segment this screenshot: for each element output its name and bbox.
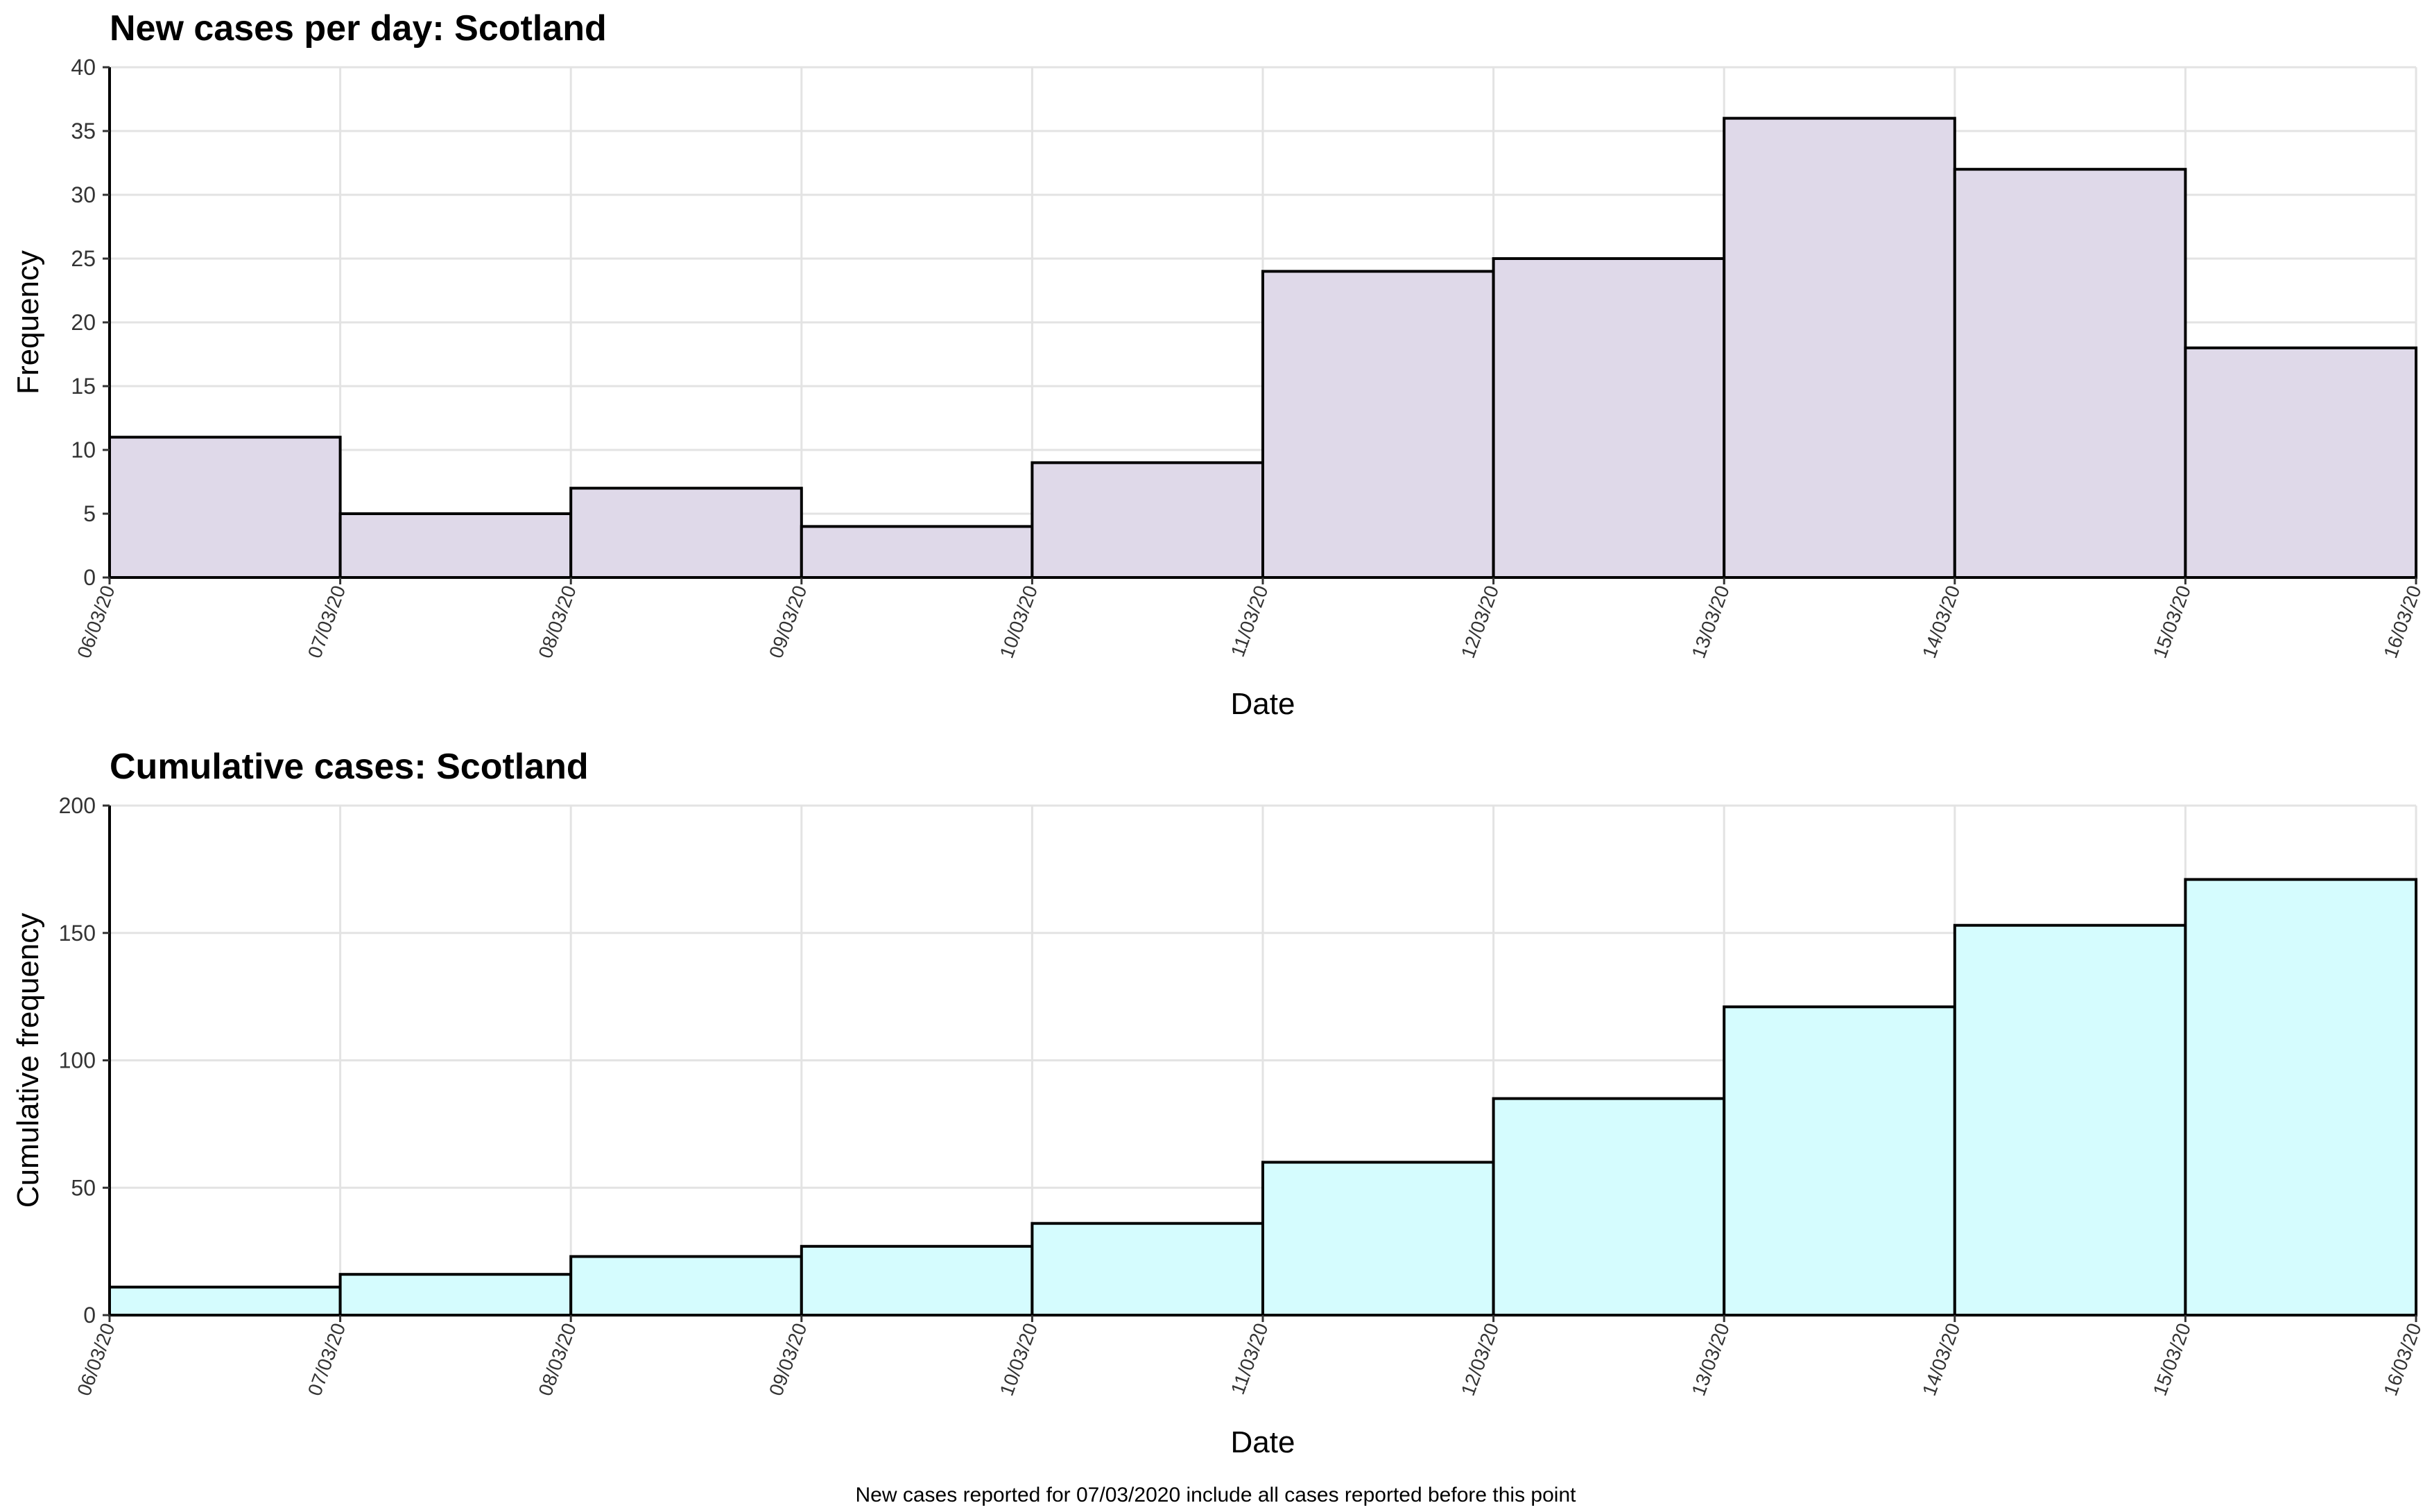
x-tick-label: 16/03/20 [2379, 582, 2425, 661]
y-tick-label: 30 [71, 182, 96, 207]
y-tick-label: 100 [59, 1048, 96, 1073]
x-tick-label: 08/03/20 [534, 582, 580, 661]
x-tick-label: 12/03/20 [1457, 582, 1503, 661]
y-tick-label: 0 [83, 1303, 96, 1328]
x-tick-label: 06/03/20 [73, 582, 119, 661]
y-tick-label: 5 [83, 501, 96, 526]
x-tick-label: 11/03/20 [1227, 1320, 1273, 1397]
bar-10-03-20 [1030, 1222, 1265, 1317]
y-ticks: 0 50 100 150 200 [59, 793, 110, 1328]
x-tick-label: 10/03/20 [996, 582, 1042, 661]
bar-09-03-20 [800, 1244, 1034, 1317]
bars [108, 878, 2417, 1317]
bar-08-03-20 [569, 487, 803, 580]
bar-14-03-20 [1953, 168, 2187, 579]
chart-title: New cases per day: Scotland [110, 8, 607, 49]
x-axis-label: Date [1231, 687, 1295, 721]
bar-12-03-20 [1492, 257, 1726, 579]
bar-13-03-20 [1723, 116, 1956, 580]
y-tick-label: 0 [83, 565, 96, 590]
x-tick-label: 15/03/20 [2149, 1320, 2195, 1398]
x-tick-label: 09/03/20 [765, 1320, 811, 1398]
bars [108, 116, 2417, 580]
new-cases-chart: New cases per day: Scotland Frequency Da… [11, 8, 2426, 721]
bar-07-03-20 [338, 1273, 573, 1317]
x-tick-label: 14/03/20 [1918, 582, 1964, 661]
x-tick-label: 13/03/20 [1687, 1320, 1733, 1398]
chart-title: Cumulative cases: Scotland [110, 747, 589, 787]
x-tick-label: 14/03/20 [1918, 1320, 1964, 1398]
y-tick-label: 35 [71, 119, 96, 144]
bar-10-03-20 [1030, 461, 1265, 580]
x-ticks: 06/03/20 07/03/20 08/03/20 09/03/20 10/03/20… [73, 577, 2426, 661]
bar-13-03-20 [1723, 1005, 1956, 1317]
bar-14-03-20 [1953, 923, 2187, 1317]
x-tick-label: 11/03/20 [1227, 582, 1273, 659]
x-tick-label: 06/03/20 [73, 1320, 119, 1398]
y-axis-label: Frequency [11, 250, 45, 394]
bar-12-03-20 [1492, 1097, 1726, 1317]
x-tick-label: 08/03/20 [534, 1320, 580, 1398]
bar-15-03-20 [2184, 878, 2417, 1317]
y-ticks: 0 5 10 15 20 25 30 35 40 [71, 55, 110, 590]
bar-15-03-20 [2184, 346, 2417, 579]
y-tick-label: 40 [71, 55, 96, 80]
y-tick-label: 25 [71, 246, 96, 271]
x-tick-label: 12/03/20 [1457, 1320, 1503, 1398]
bar-09-03-20 [800, 525, 1034, 580]
bar-11-03-20 [1261, 1161, 1495, 1317]
x-tick-label: 13/03/20 [1687, 582, 1733, 661]
x-ticks: 06/03/20 07/03/20 08/03/20 09/03/20 10/03/20… [73, 1315, 2426, 1398]
x-tick-label: 10/03/20 [996, 1320, 1042, 1398]
bar-06-03-20 [108, 1285, 342, 1317]
cumulative-cases-chart: Cumulative cases: Scotland Cumulative fr… [11, 747, 2426, 1459]
bar-11-03-20 [1261, 270, 1495, 579]
bar-08-03-20 [569, 1255, 803, 1317]
y-tick-label: 20 [71, 310, 96, 335]
y-tick-label: 50 [71, 1175, 96, 1200]
y-tick-label: 150 [59, 921, 96, 946]
x-tick-label: 07/03/20 [304, 582, 350, 661]
y-tick-label: 15 [71, 374, 96, 399]
x-tick-label: 07/03/20 [304, 1320, 350, 1398]
y-tick-label: 200 [59, 793, 96, 818]
caption: New cases reported for 07/03/2020 includ… [856, 1484, 1577, 1506]
x-tick-label: 16/03/20 [2379, 1320, 2425, 1398]
x-axis-label: Date [1231, 1425, 1295, 1459]
bar-07-03-20 [338, 512, 573, 579]
y-axis-label: Cumulative frequency [11, 913, 45, 1208]
y-tick-label: 10 [71, 437, 96, 462]
bar-06-03-20 [108, 435, 342, 579]
x-tick-label: 09/03/20 [765, 582, 811, 661]
x-tick-label: 15/03/20 [2149, 582, 2195, 661]
